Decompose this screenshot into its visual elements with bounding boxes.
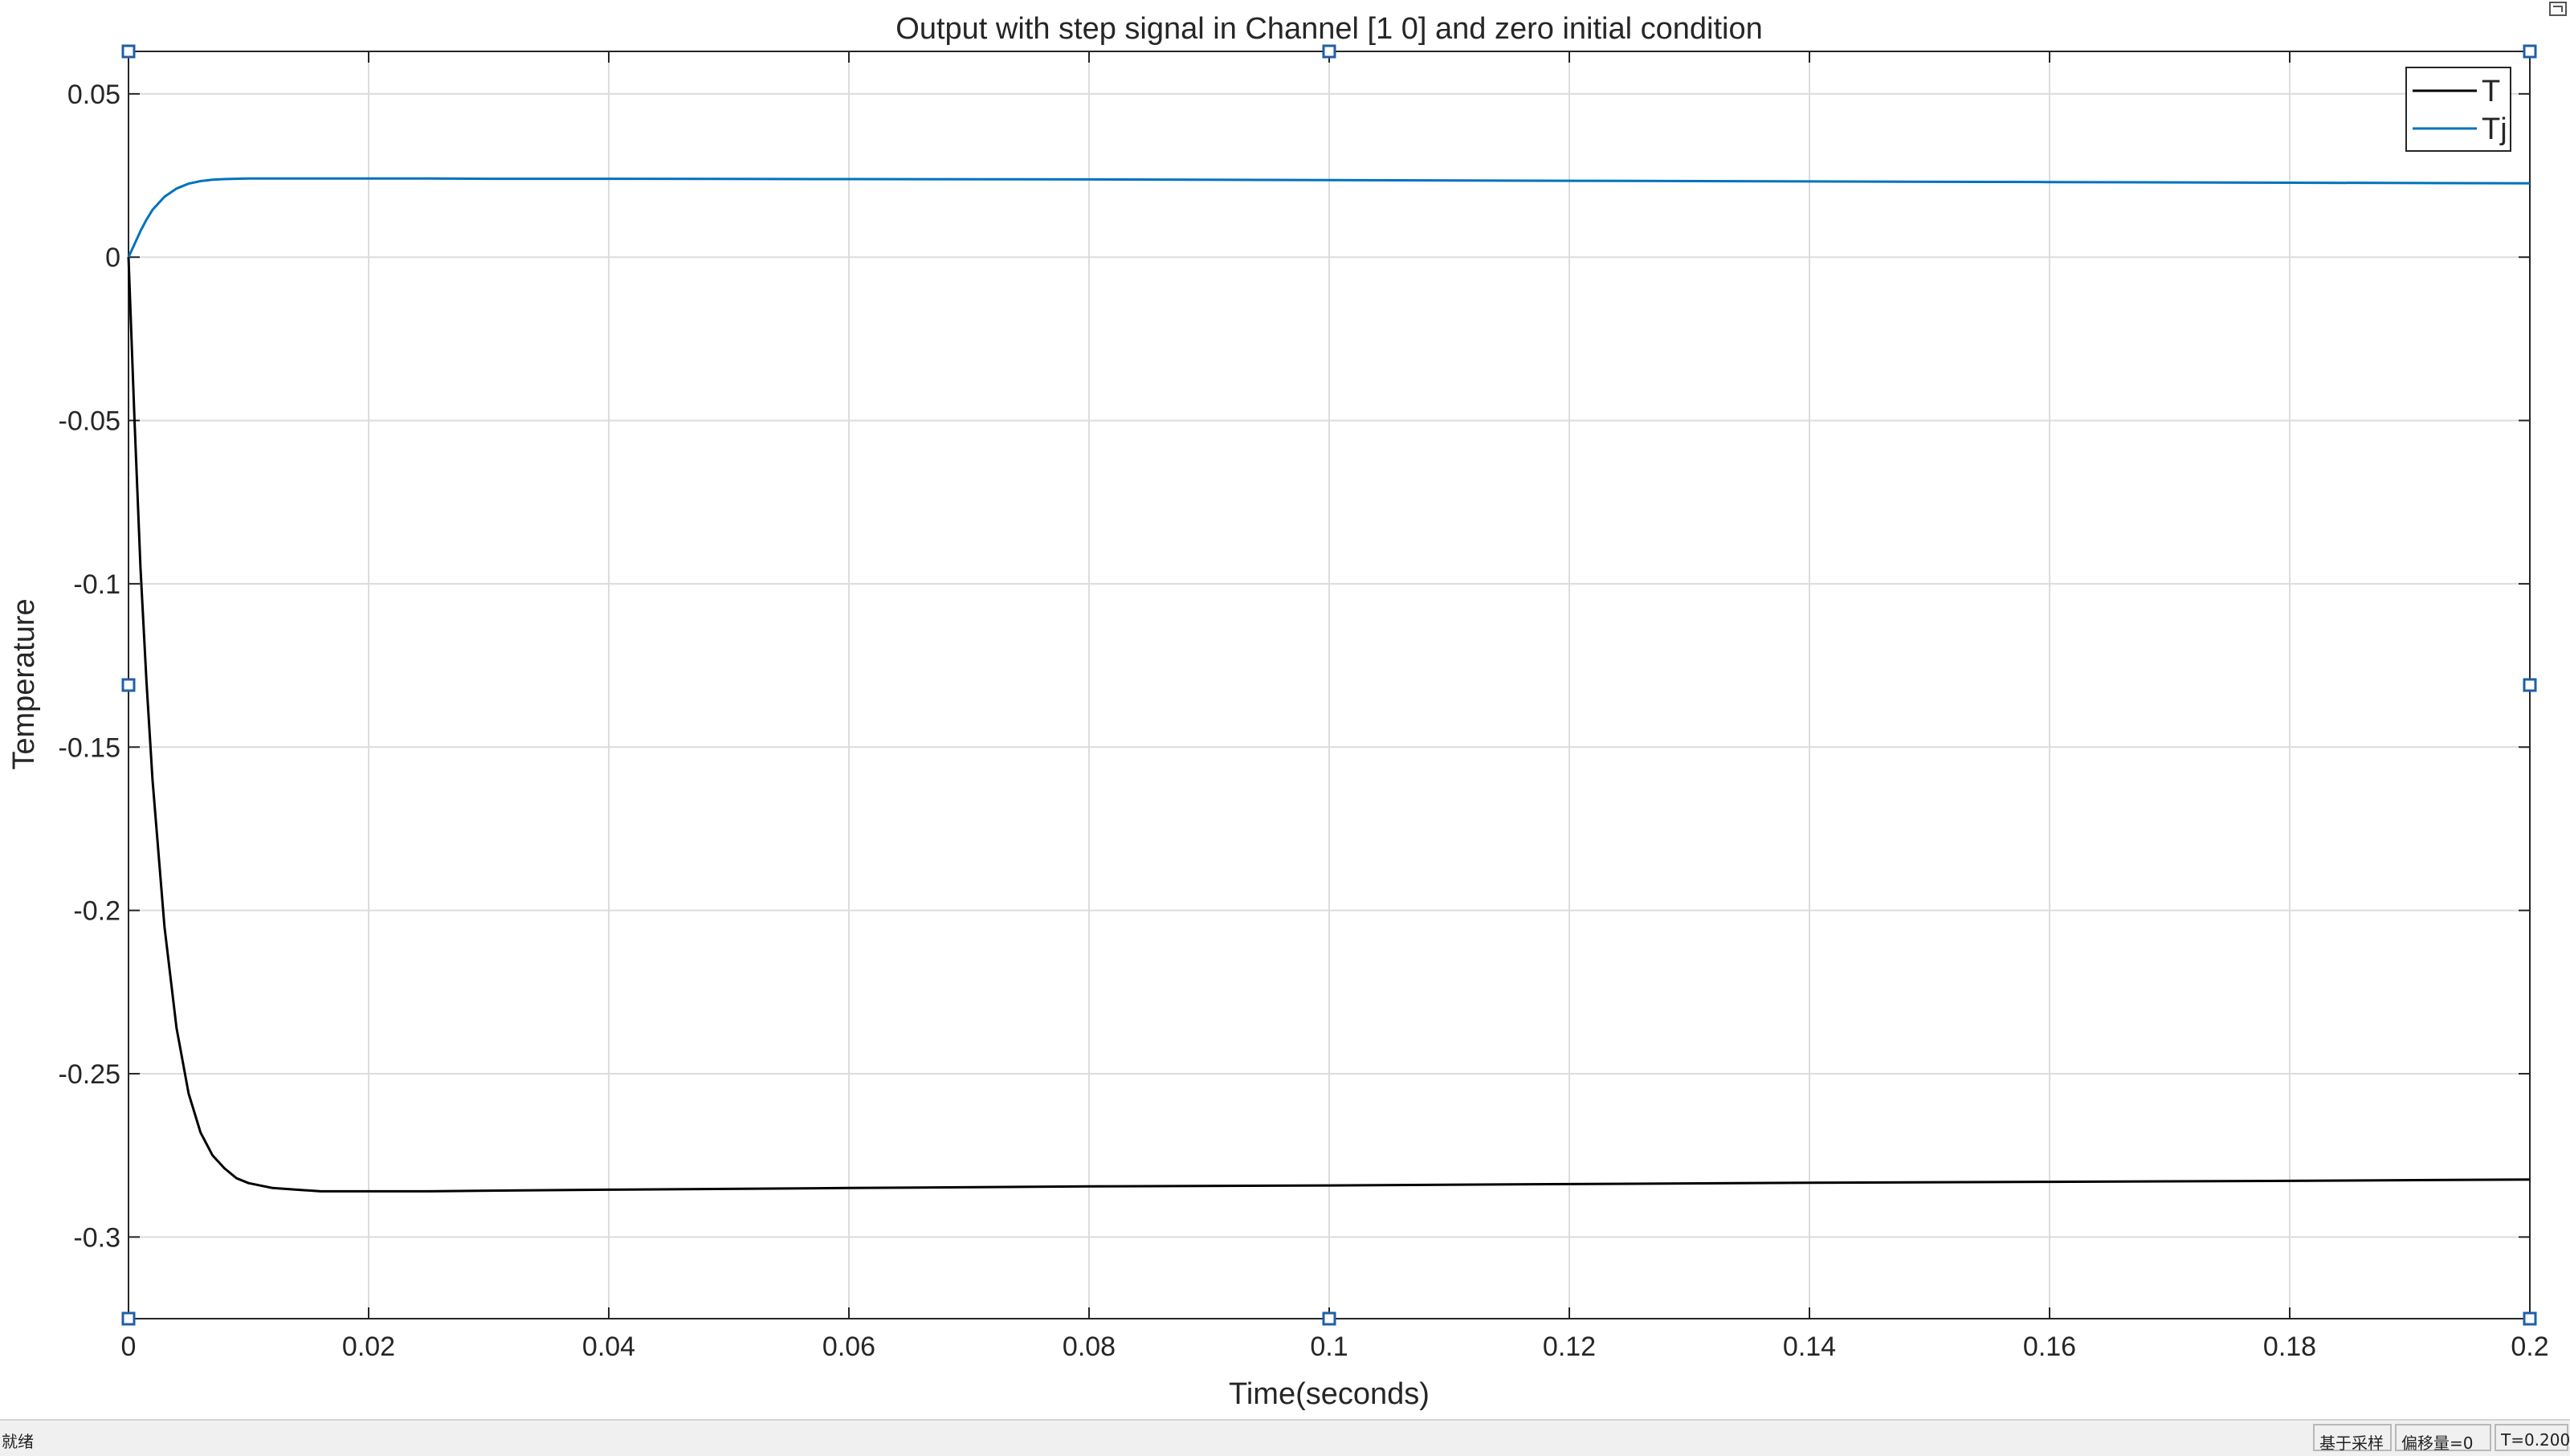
x-axis-label: Time(seconds)	[1229, 1377, 1430, 1411]
x-tick-label: 0.1	[1310, 1332, 1348, 1362]
x-tick-label: 0.16	[2023, 1332, 2076, 1362]
status-text: 就绪	[2, 1432, 34, 1451]
series-line-tj	[127, 177, 2531, 258]
restore-icon[interactable]	[2549, 2, 2567, 16]
legend[interactable]: T Tj	[2405, 67, 2511, 152]
scope-plot[interactable]: 0 0.02 0.04 0.06 0.08 0.1 0.12 0.14 0.16 0.18 0.2 …	[0, 0, 2570, 1419]
y-tick-label: 0	[105, 243, 120, 273]
plot-lines	[127, 177, 2531, 1193]
y-ticks: 0.05 0 -0.05 -0.1 -0.15 -0.2 -0.25 -0.3	[59, 80, 2530, 1253]
resize-handle[interactable]	[1322, 44, 1336, 59]
x-tick-label: 0.12	[1543, 1332, 1596, 1362]
resize-handle[interactable]	[2523, 44, 2537, 59]
x-tick-label: 0.04	[582, 1332, 635, 1362]
y-tick-label: -0.1	[73, 569, 120, 600]
chart-title: Output with step signal in Channel [1 0]…	[895, 12, 1762, 46]
x-ticks: 0 0.02 0.04 0.06 0.08 0.1 0.12 0.14 0.16 0.18 0.2	[121, 51, 2549, 1362]
offset-readout: 偏移量=0	[2395, 1424, 2491, 1453]
x-tick-label: 0.06	[822, 1332, 875, 1362]
y-tick-label: -0.05	[59, 406, 121, 437]
legend-label-tj: Tj	[2482, 112, 2507, 146]
selection-handles[interactable]	[121, 44, 2537, 1326]
time-readout: T=0.200	[2495, 1424, 2570, 1451]
resize-handle[interactable]	[121, 678, 136, 692]
x-tick-label: 0	[121, 1332, 137, 1362]
y-tick-label: -0.3	[73, 1222, 120, 1253]
x-tick-label: 0.02	[342, 1332, 395, 1362]
resize-handle[interactable]	[121, 1311, 136, 1326]
legend-box	[2405, 67, 2511, 152]
y-tick-label: 0.05	[67, 80, 120, 110]
x-tick-label: 0.18	[2263, 1332, 2316, 1362]
series-line-t	[127, 257, 2531, 1193]
grid-lines	[128, 51, 2531, 1319]
x-tick-label: 0.14	[1783, 1332, 1836, 1362]
sampling-mode: 基于采样	[2313, 1424, 2392, 1453]
resize-handle[interactable]	[2523, 1311, 2537, 1326]
y-tick-label: -0.15	[59, 732, 121, 763]
y-tick-label: -0.2	[73, 896, 120, 927]
y-tick-label: -0.25	[59, 1059, 121, 1090]
status-bar: 就绪 基于采样 偏移量=0 T=0.200	[0, 1419, 2570, 1456]
x-tick-label: 0.2	[2511, 1332, 2548, 1362]
resize-handle[interactable]	[2523, 678, 2537, 692]
x-tick-label: 0.08	[1063, 1332, 1116, 1362]
y-axis-label: Temperature	[7, 598, 41, 769]
legend-label-t: T	[2482, 75, 2500, 108]
resize-handle[interactable]	[1322, 1311, 1336, 1326]
resize-handle[interactable]	[121, 44, 136, 59]
